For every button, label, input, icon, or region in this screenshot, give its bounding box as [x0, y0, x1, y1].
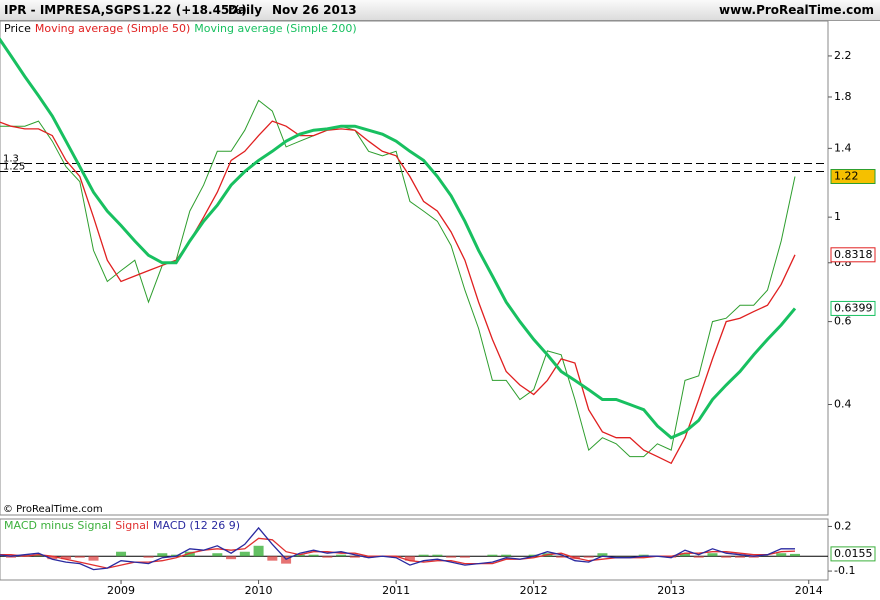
legend-entry: Moving average (Simple 50) — [35, 22, 190, 35]
h-line-label: 1.25 — [3, 162, 25, 173]
quote: 1.22 (+18.45%) — [142, 3, 247, 17]
histogram-bar — [61, 556, 72, 560]
histogram-bar — [432, 554, 443, 557]
histogram-bar — [88, 556, 99, 561]
histogram-bar — [322, 556, 333, 558]
macd-panel — [0, 518, 829, 581]
histogram-bar — [776, 553, 787, 557]
histogram-bar — [33, 554, 44, 557]
histogram-bar — [336, 554, 347, 557]
last-value-label: 0.0155 — [834, 547, 873, 560]
histogram-bar — [157, 553, 168, 557]
histogram-bar — [47, 556, 58, 560]
histogram-bar — [308, 554, 319, 557]
last-value-box — [830, 168, 876, 184]
series-line — [0, 120, 796, 465]
last-value-label: 0.8318 — [834, 248, 873, 261]
histogram-bar — [446, 556, 457, 558]
histogram-bar — [267, 556, 278, 561]
histogram-bar — [19, 554, 30, 557]
histogram-bar — [528, 554, 539, 557]
y-tick-label: 2.2 — [834, 49, 852, 62]
h-line-label: 1.3 — [3, 154, 19, 165]
last-value-box — [830, 300, 876, 316]
histogram-bar — [789, 553, 800, 557]
x-tick-label: 2009 — [107, 584, 135, 597]
histogram-bar — [226, 556, 237, 560]
histogram-bar — [459, 556, 470, 558]
x-tick-label: 2011 — [382, 584, 410, 597]
legend-entry: Price — [4, 22, 31, 35]
histogram-bar — [693, 556, 704, 558]
histogram-bar — [734, 556, 745, 558]
histogram-bar — [418, 554, 429, 557]
histogram-bar — [583, 556, 594, 558]
period: Daily — [228, 3, 263, 17]
histogram-bar — [171, 554, 182, 557]
histogram-bar — [294, 554, 305, 557]
histogram-bar — [239, 551, 250, 557]
histogram-bar — [116, 551, 127, 557]
y-tick-label: 1 — [834, 210, 841, 223]
y-tick-label: 0.2 — [834, 519, 852, 532]
histogram-bar — [363, 556, 374, 558]
histogram-bar — [404, 556, 415, 561]
x-tick-label: 2013 — [657, 584, 685, 597]
legend-entry: MACD (12 26 9) — [153, 519, 240, 532]
last-value-box — [830, 247, 876, 263]
last-value-box — [830, 546, 876, 562]
y-tick-label: 1.4 — [834, 141, 852, 154]
histogram-bar — [556, 556, 567, 558]
y-tick-label: -0.1 — [834, 564, 855, 577]
histogram-bar — [6, 556, 17, 558]
histogram-bar — [666, 556, 677, 558]
legend-entry: Signal — [115, 519, 149, 532]
price-panel — [0, 20, 829, 516]
histogram-bar — [748, 556, 759, 558]
y-tick-label: 1.8 — [834, 90, 852, 103]
histogram-bar — [487, 554, 498, 557]
histogram-bar — [721, 556, 732, 558]
histogram-bar — [212, 553, 223, 557]
y-tick-label: 0.4 — [834, 398, 852, 411]
x-tick-label: 2010 — [245, 584, 273, 597]
histogram-bar — [184, 551, 195, 557]
histogram-bar — [143, 556, 154, 558]
histogram-bar — [349, 556, 360, 558]
date: Nov 26 2013 — [272, 3, 357, 17]
site: www.ProRealTime.com — [719, 3, 874, 17]
x-tick-label: 2012 — [520, 584, 548, 597]
symbol: IPR - IMPRESA,SGPS — [4, 3, 142, 17]
histogram-bar — [679, 553, 690, 557]
legend-entry: MACD minus Signal — [4, 519, 111, 532]
x-tick-label: 2014 — [795, 584, 823, 597]
histogram-bar — [597, 553, 608, 557]
histogram-bar — [74, 556, 85, 558]
copyright: © ProRealTime.com — [3, 504, 103, 515]
last-value-label: 1.22 — [834, 169, 859, 182]
histogram-bar — [501, 554, 512, 557]
histogram-bar — [707, 553, 718, 557]
histogram-bar — [391, 556, 402, 558]
header-bar: IPR - IMPRESA,SGPS 1.22 (+18.45%) Daily … — [0, 0, 880, 21]
legend-entry: Moving average (Simple 200) — [194, 22, 356, 35]
y-tick-label: 0.6 — [834, 315, 852, 328]
series-line — [0, 99, 796, 458]
histogram-bar — [638, 554, 649, 557]
series-line — [0, 37, 797, 440]
last-value-label: 0.6399 — [834, 301, 873, 314]
histogram-bar — [253, 545, 264, 557]
series-line — [0, 526, 795, 571]
